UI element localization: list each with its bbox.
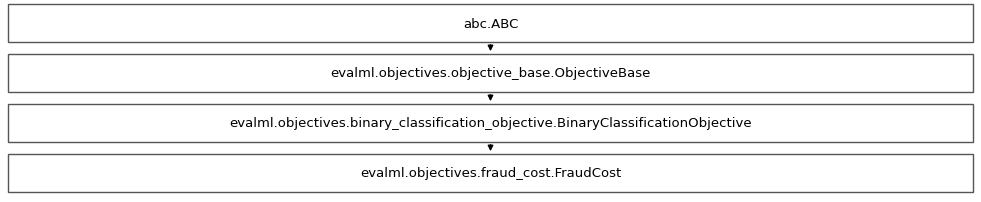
Text: evalml.objectives.objective_base.ObjectiveBase: evalml.objectives.objective_base.Objecti… bbox=[331, 67, 650, 80]
Bar bbox=[8, 154, 973, 192]
Bar bbox=[8, 55, 973, 93]
Text: abc.ABC: abc.ABC bbox=[463, 17, 518, 30]
Text: evalml.objectives.fraud_cost.FraudCost: evalml.objectives.fraud_cost.FraudCost bbox=[360, 167, 621, 180]
Bar bbox=[8, 5, 973, 43]
Text: evalml.objectives.binary_classification_objective.BinaryClassificationObjective: evalml.objectives.binary_classification_… bbox=[230, 117, 751, 130]
Bar bbox=[8, 104, 973, 142]
